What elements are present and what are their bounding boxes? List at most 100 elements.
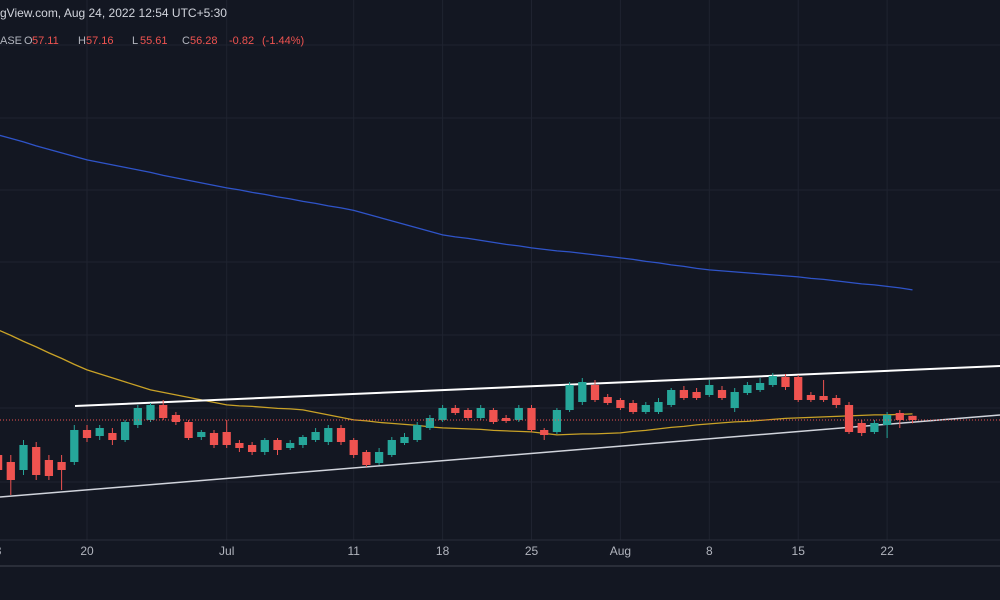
candle-body [565, 385, 574, 410]
x-tick-label: Aug [610, 544, 631, 558]
x-axis-labels: 3 20 Jul 11 18 25 Aug 8 15 22 [0, 544, 894, 558]
candle-body [19, 445, 28, 470]
candle-body [438, 408, 447, 420]
change-percent: (-1.44%) [262, 35, 304, 47]
candle-body [209, 433, 219, 445]
x-tick-label: 20 [80, 544, 94, 558]
candle-body [311, 432, 320, 440]
bottom-panel [0, 567, 1000, 600]
candle-body [336, 428, 346, 442]
candle-body [692, 392, 701, 398]
candle-body [717, 390, 727, 398]
candle-body [540, 430, 549, 435]
x-tick-label: Jul [219, 544, 234, 558]
candle-body [6, 462, 15, 480]
candle-body [463, 410, 473, 418]
candle-body [768, 376, 777, 385]
candle-body [628, 403, 638, 412]
ohlc-value: 57.16 [86, 35, 114, 47]
candle-body [527, 408, 536, 430]
ohlc-label: L [132, 35, 138, 47]
candle-body [844, 405, 854, 432]
candle-body [451, 408, 460, 413]
candle-body [32, 447, 41, 475]
candle-body [794, 377, 803, 400]
candle-body [603, 397, 612, 403]
x-tick-label: 15 [792, 544, 806, 558]
candle-body [489, 410, 498, 422]
ohlc-value: 57.11 [32, 35, 59, 47]
candle-body [247, 445, 257, 452]
candle-body [133, 408, 142, 425]
moving-averages [0, 134, 913, 436]
candle-body [120, 422, 130, 440]
candle-body [159, 405, 168, 418]
candle-body [286, 443, 295, 448]
candle-body [730, 392, 739, 408]
candle-body [781, 377, 790, 387]
candle-body [222, 432, 231, 445]
candle-body [679, 390, 689, 398]
candle-body [590, 385, 600, 400]
candle-body [0, 455, 3, 470]
moving-average-line [0, 134, 913, 291]
candle-body [806, 395, 816, 400]
candle-body [743, 385, 752, 393]
candles [0, 373, 1000, 495]
x-tick-label: 18 [436, 544, 450, 558]
ohlc-legend: ASE O 57.11 H 57.16 L 55.61 C 56.28 -0.82 (-1.44%) [0, 35, 304, 47]
x-tick-label: 22 [880, 544, 894, 558]
candle-body [374, 452, 384, 463]
candle-body [400, 437, 409, 443]
candle-body [654, 402, 663, 412]
candle-body [552, 410, 562, 432]
ohlc-value: 56.28 [190, 35, 218, 47]
header-text: gView.com, Aug 24, 2022 12:54 UTC+5:30 [0, 6, 227, 20]
ohlc-value: 55.61 [140, 35, 168, 47]
lower-trendline [0, 414, 1000, 498]
candle-body [870, 423, 879, 432]
ohlc-label: O [24, 35, 33, 47]
candle-body [705, 385, 714, 395]
candle-body [95, 428, 104, 436]
candle-body [641, 405, 650, 412]
candle-body [197, 432, 206, 437]
change: -0.82 [229, 35, 254, 47]
candle-body [882, 415, 892, 425]
candle-body [514, 408, 523, 420]
candle-body [616, 400, 625, 408]
x-axis-area [0, 540, 1000, 566]
candle-body [387, 440, 396, 455]
candle-body [755, 383, 765, 390]
ohlc-label: H [78, 35, 86, 47]
symbol: ASE [0, 35, 22, 47]
candle-body [908, 415, 917, 420]
candle-body [362, 452, 371, 465]
candle-body [476, 408, 485, 418]
candle-body [349, 440, 358, 455]
candle-body [273, 440, 282, 450]
candle-body [44, 460, 54, 476]
x-tick-label: 8 [706, 544, 713, 558]
candle-body [819, 396, 828, 400]
candle-body [70, 430, 79, 462]
candle-body [171, 415, 181, 422]
candle-body [82, 430, 92, 438]
candle-body [324, 428, 333, 442]
candle-body [260, 440, 269, 452]
candle-body [501, 418, 511, 421]
candle-body [425, 418, 435, 428]
candle-body [857, 423, 866, 433]
candle-body [184, 422, 193, 438]
candle-body [413, 425, 422, 440]
candle-body [578, 382, 587, 402]
x-tick-label: 11 [347, 544, 360, 558]
moving-average-line [0, 330, 913, 436]
candle-body [667, 390, 676, 405]
candle-body [146, 405, 155, 420]
candle-body [895, 413, 904, 420]
x-tick-label: 3 [0, 544, 2, 558]
candle-body [298, 437, 308, 445]
